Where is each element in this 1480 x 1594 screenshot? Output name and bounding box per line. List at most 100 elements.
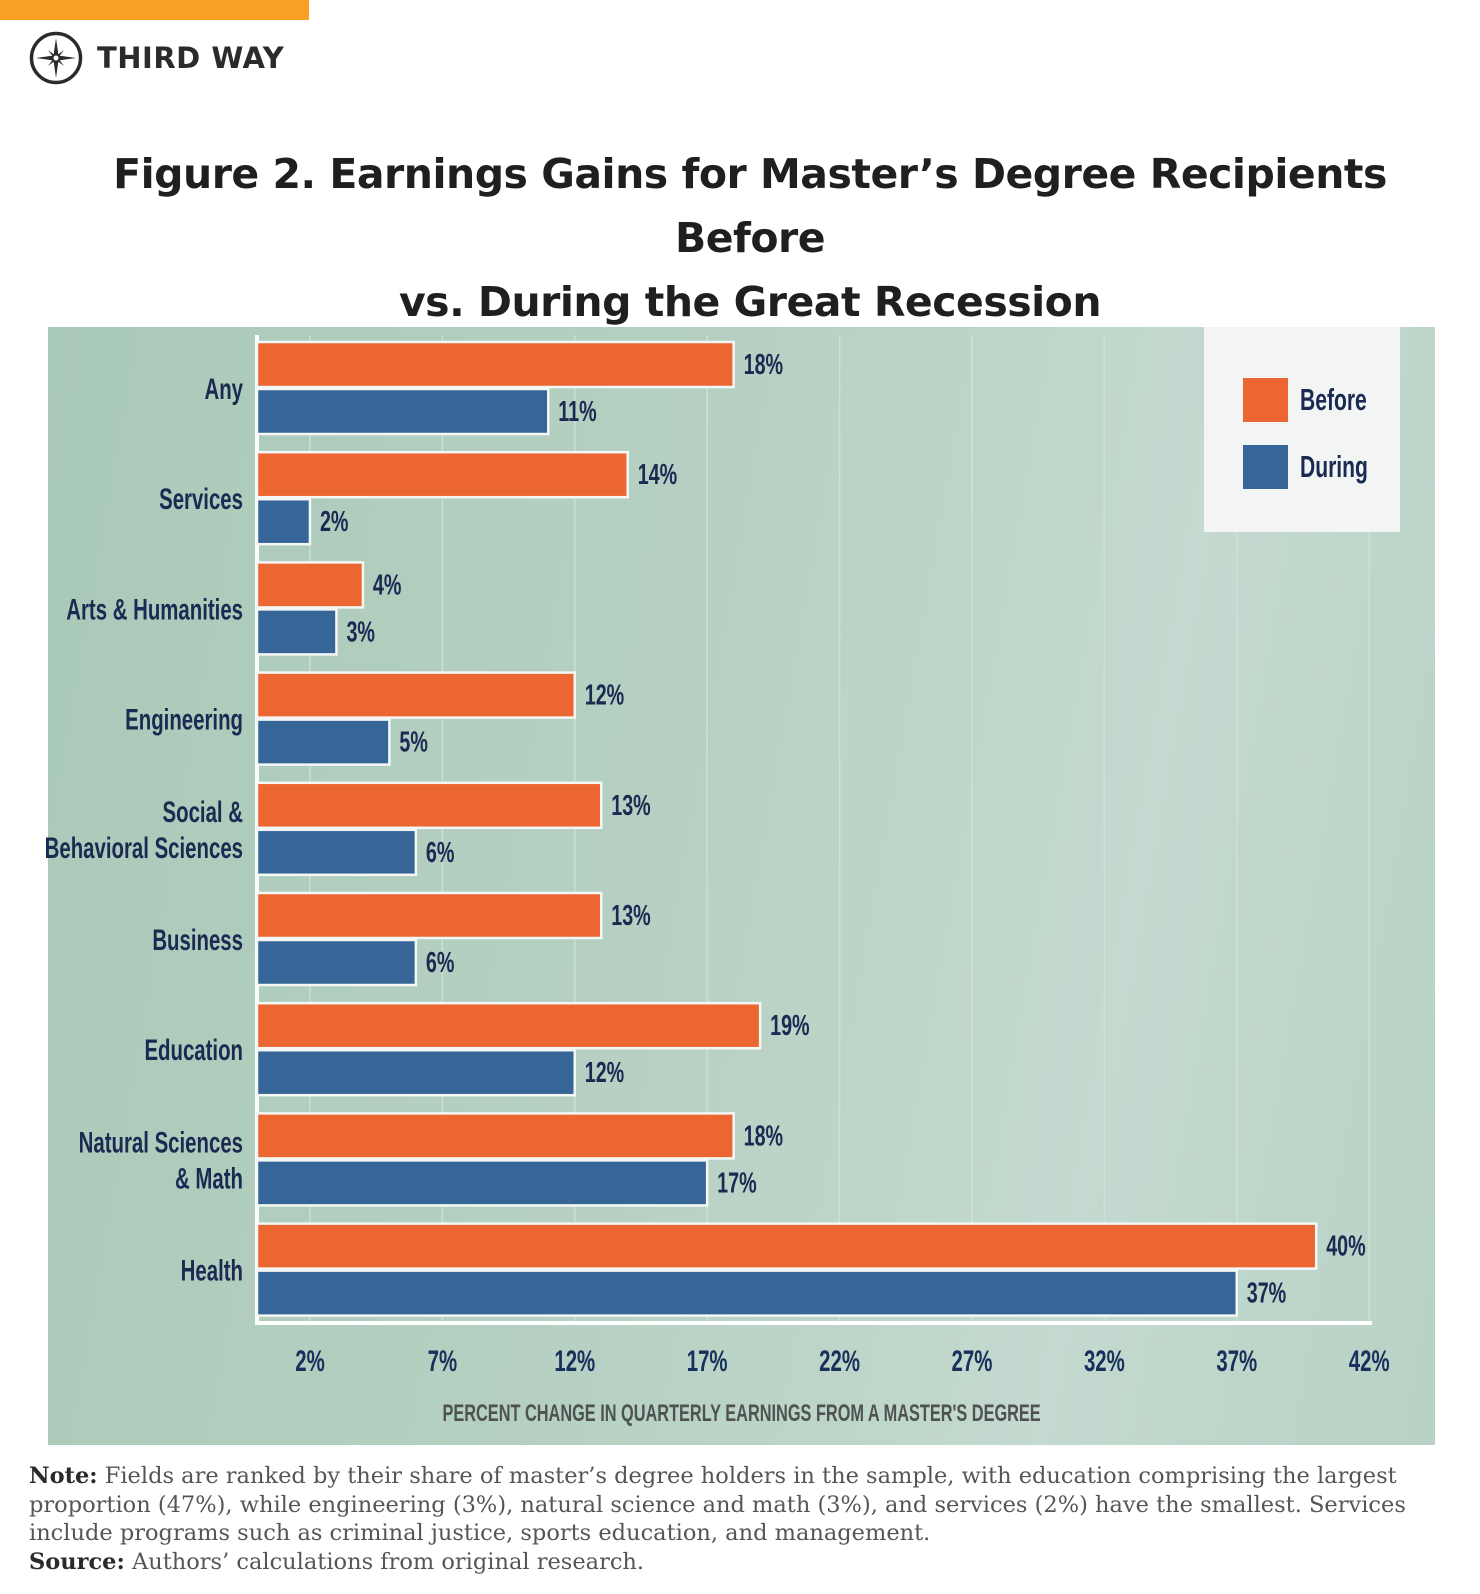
data-label: 13% (611, 790, 650, 822)
category-label-group: Engineering (125, 704, 243, 737)
category-label: Engineering (125, 704, 243, 737)
category-label: Business (152, 924, 243, 957)
data-label-group: 6% (426, 947, 454, 979)
bar-before (255, 340, 735, 389)
data-label: 11% (558, 396, 596, 428)
x-tick-label-group: 32% (1084, 1345, 1125, 1378)
title-line-1: Figure 2. Earnings Gains for Master’s De… (113, 150, 1387, 262)
data-label-group: 5% (399, 727, 427, 759)
data-label-group: 2% (320, 507, 348, 539)
bar-before (255, 1222, 1318, 1270)
data-label-group: 37% (1247, 1278, 1286, 1310)
data-label: 40% (1326, 1231, 1365, 1263)
note-block: Note: Fields are ranked by their share o… (29, 1462, 1459, 1576)
data-label-group: 11% (558, 396, 596, 428)
data-label-group: 4% (373, 570, 401, 602)
title-line-2: vs. During the Great Recession (398, 278, 1102, 326)
category-label-group: Social & (163, 796, 243, 829)
x-tick-label-group: 2% (295, 1345, 325, 1378)
data-label: 13% (611, 900, 650, 932)
bar-before (255, 891, 603, 940)
bar-before (255, 671, 577, 719)
data-label-group: 12% (585, 1058, 624, 1090)
x-tick-label: 37% (1216, 1345, 1257, 1378)
category-label: Any (204, 373, 243, 406)
x-tick-label: 2% (295, 1345, 325, 1378)
x-tick-label-group: 7% (428, 1345, 458, 1378)
category-label-group: Services (159, 483, 243, 516)
category-label: & Math (175, 1163, 243, 1196)
category-label: Health (181, 1255, 243, 1288)
category-label: Social & (163, 796, 243, 829)
data-label: 17% (717, 1168, 756, 1200)
data-label: 5% (399, 727, 427, 759)
data-label: 4% (373, 570, 401, 602)
x-tick-label-group: 22% (819, 1345, 860, 1378)
data-label-group: 6% (426, 837, 454, 869)
legend-label-group: During (1300, 449, 1368, 484)
category-label-group: & Math (175, 1163, 243, 1196)
data-label: 6% (426, 947, 454, 979)
data-label: 12% (585, 680, 624, 712)
data-label: 6% (426, 837, 454, 869)
category-label: Services (159, 483, 243, 516)
category-label: Arts & Humanities (66, 594, 243, 627)
data-label-group: 3% (346, 617, 374, 649)
x-tick-label: 17% (687, 1345, 728, 1378)
figure-title: Figure 2. Earnings Gains for Master’s De… (40, 142, 1460, 334)
data-label-group: 19% (770, 1011, 809, 1043)
category-label-group: Health (181, 1255, 243, 1288)
legend-label-group: Before (1300, 382, 1367, 417)
x-tick-label: 42% (1349, 1345, 1390, 1378)
x-tick-label-group: 17% (687, 1345, 728, 1378)
x-tick-label: 32% (1084, 1345, 1125, 1378)
category-label: Behavioral Sciences (45, 832, 243, 865)
data-label-group: 14% (638, 460, 677, 492)
category-label-group: Business (152, 924, 243, 957)
bar-during (255, 497, 312, 546)
legend-label: Before (1300, 382, 1367, 417)
x-tick-label: 7% (428, 1345, 458, 1378)
bar-before (255, 781, 603, 830)
data-label: 2% (320, 507, 348, 539)
data-label: 12% (585, 1058, 624, 1090)
category-label-group: Natural Sciences (79, 1127, 243, 1160)
category-label: Education (144, 1034, 243, 1067)
legend-label: During (1300, 449, 1368, 484)
brand-name: THIRD WAY (97, 41, 285, 75)
data-label: 18% (744, 1121, 783, 1153)
x-tick-label-group: 12% (554, 1345, 595, 1378)
x-tick-label: 12% (554, 1345, 595, 1378)
x-tick-label: 27% (952, 1345, 993, 1378)
bar-during (255, 387, 550, 436)
category-label-group: Education (144, 1034, 243, 1067)
bar-during (255, 828, 418, 877)
note-text: Fields are ranked by their share of mast… (29, 1463, 1406, 1546)
legend-swatch-before (1243, 378, 1288, 422)
data-label-group: 13% (611, 900, 650, 932)
data-label-group: 40% (1326, 1231, 1365, 1263)
data-label-group: 17% (717, 1168, 756, 1200)
bar-during (255, 1159, 709, 1207)
bar-during (255, 718, 391, 766)
bar-before (255, 1001, 762, 1050)
compass-icon (29, 31, 83, 85)
bar-before (255, 561, 365, 609)
bar-before (255, 1112, 735, 1160)
data-label-group: 18% (744, 1121, 783, 1153)
x-axis-label: PERCENT CHANGE IN QUARTERLY EARNINGS FRO… (442, 1400, 1040, 1427)
category-label-group: Arts & Humanities (66, 594, 243, 627)
third-way-logo: THIRD WAY (29, 31, 284, 85)
bar-before (255, 450, 629, 499)
category-label-group: Any (204, 373, 243, 406)
x-tick-label: 22% (819, 1345, 860, 1378)
legend-swatch-during (1243, 445, 1288, 489)
source-label: Source: (29, 1548, 125, 1575)
legend-box (1204, 327, 1400, 532)
data-label-group: 12% (585, 680, 624, 712)
data-label-group: 18% (744, 349, 783, 381)
data-label: 37% (1247, 1278, 1286, 1310)
x-tick-label-group: 37% (1216, 1345, 1257, 1378)
data-label: 14% (638, 460, 677, 492)
